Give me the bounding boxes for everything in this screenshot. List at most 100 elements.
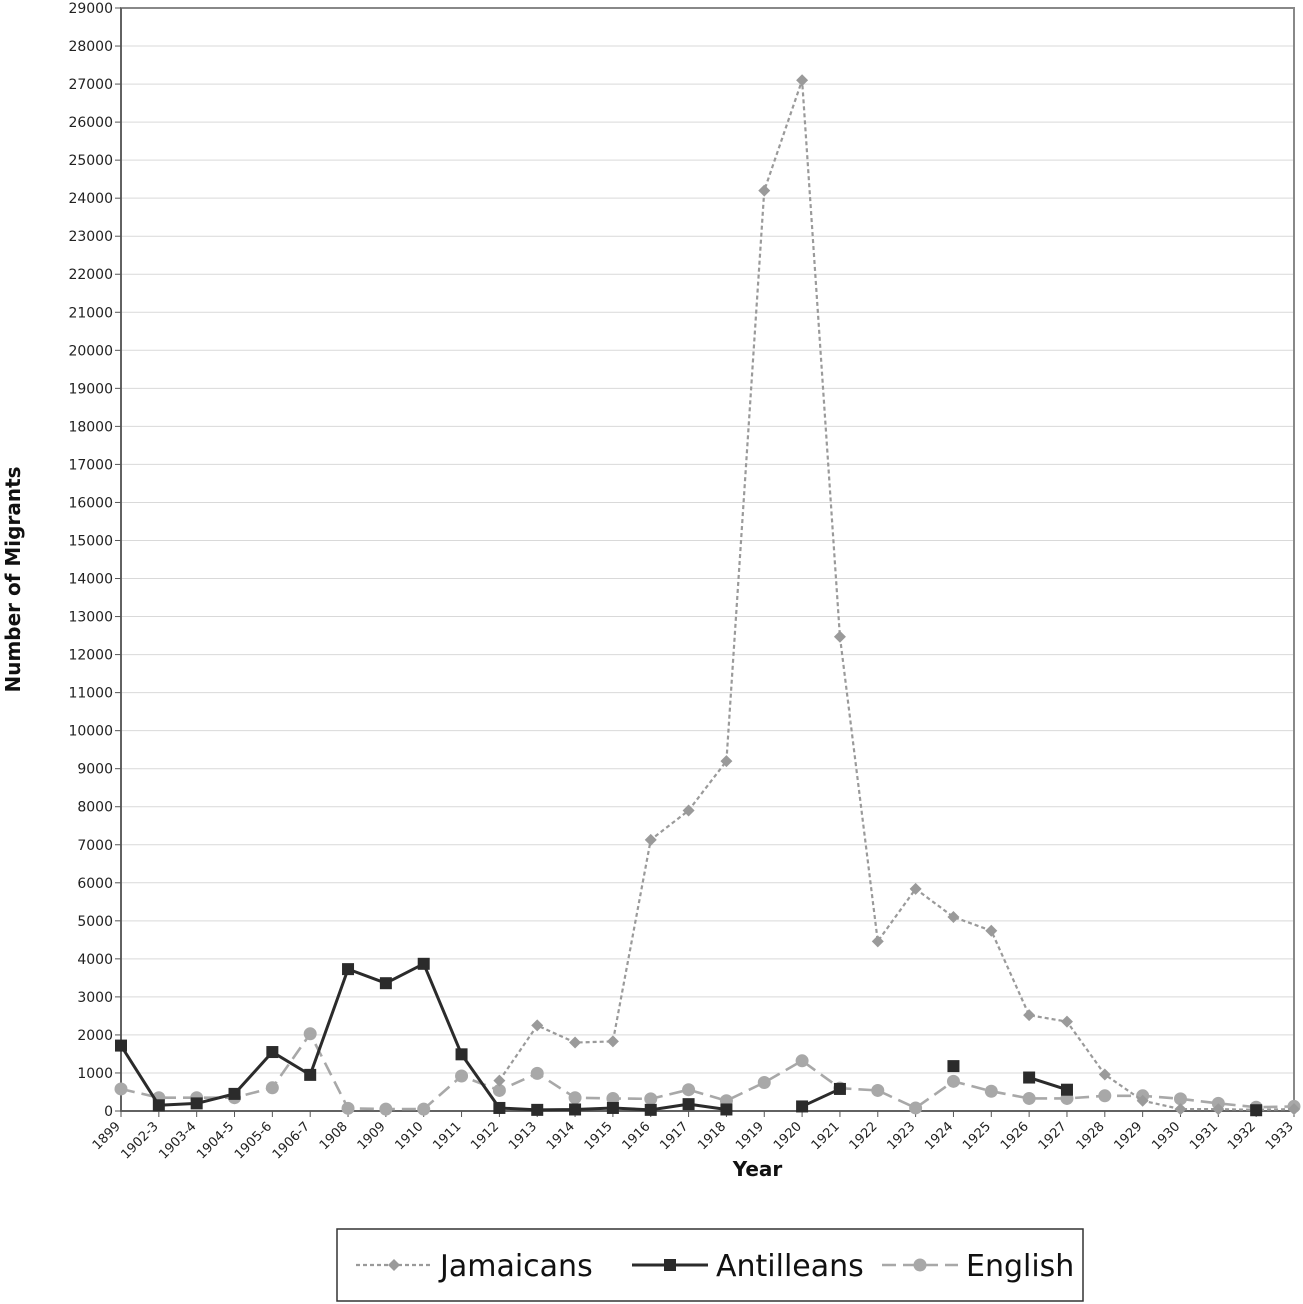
y-tick-label: 18000 <box>68 419 113 435</box>
x-tick-label: 1917 <box>657 1119 691 1153</box>
legend-item-english: English <box>882 1249 1074 1284</box>
data-point-antilleans <box>720 1103 733 1116</box>
data-point-antilleans <box>417 957 430 970</box>
x-tick-label: 1920 <box>771 1119 805 1153</box>
y-tick-label: 0 <box>104 1104 113 1120</box>
y-tick-label: 9000 <box>77 762 113 778</box>
y-tick-label: 24000 <box>68 191 113 207</box>
x-tick-label: 1912 <box>468 1119 502 1153</box>
y-tick-label: 19000 <box>68 381 113 397</box>
x-tick-label: 1918 <box>695 1119 729 1153</box>
legend-swatch-marker <box>664 1259 676 1271</box>
x-tick-label: 1911 <box>430 1119 464 1153</box>
data-point-jamaicans <box>493 1074 506 1087</box>
data-point-english <box>644 1092 658 1106</box>
y-tick-label: 20000 <box>68 343 113 359</box>
y-axis: 0 1000 2000 3000 4000 5000 6000 7000 8000 9000 100… <box>68 1 122 1120</box>
data-point-english <box>568 1091 582 1105</box>
x-tick-label: 1922 <box>847 1119 881 1153</box>
data-point-jamaicans <box>1174 1103 1187 1116</box>
data-point-english <box>909 1101 923 1115</box>
data-point-english <box>1098 1089 1112 1103</box>
x-tick-label: 1905-6 <box>232 1119 275 1162</box>
data-point-jamaicans <box>644 833 657 846</box>
data-point-jamaicans <box>833 630 846 643</box>
data-point-jamaicans <box>947 911 960 924</box>
data-point-jamaicans <box>720 755 733 768</box>
data-point-antilleans <box>682 1098 695 1111</box>
series-layer <box>114 74 1301 1117</box>
data-point-english <box>341 1101 355 1115</box>
y-tick-label: 14000 <box>68 572 113 588</box>
y-tick-label: 8000 <box>77 800 113 816</box>
data-point-jamaicans <box>1136 1094 1149 1107</box>
data-point-antilleans <box>531 1103 544 1116</box>
y-tick-label: 10000 <box>68 724 113 740</box>
data-point-jamaicans <box>682 804 695 817</box>
y-tick-label: 13000 <box>68 610 113 626</box>
data-point-jamaicans <box>909 882 922 895</box>
series-line-antilleans <box>1028 1076 1068 1092</box>
y-tick-label: 28000 <box>68 39 113 55</box>
y-tick-label: 6000 <box>77 876 113 892</box>
data-point-antilleans <box>493 1101 506 1114</box>
data-point-english <box>303 1027 317 1041</box>
data-point-english <box>946 1074 960 1088</box>
data-point-antilleans <box>796 1100 809 1113</box>
data-point-antilleans <box>644 1103 657 1116</box>
data-point-jamaicans <box>1060 1015 1073 1028</box>
y-tick-label: 5000 <box>77 914 113 930</box>
data-point-english <box>492 1083 506 1097</box>
y-axis-label: Number of Migrants <box>1 466 25 692</box>
x-tick-label: 1899 <box>90 1119 124 1153</box>
x-tick-label: 1903-4 <box>156 1119 199 1162</box>
data-point-antilleans <box>1060 1083 1073 1096</box>
x-tick-label: 1919 <box>733 1119 767 1153</box>
legend-box <box>336 1228 1084 1302</box>
legend-item-jamaicans: Jamaicans <box>356 1249 593 1284</box>
x-tick-label: 1927 <box>1036 1119 1070 1153</box>
x-tick-label: 1902-3 <box>119 1119 162 1162</box>
data-point-antilleans <box>569 1103 582 1116</box>
data-point-antilleans <box>455 1048 468 1061</box>
x-tick-label: 1904-5 <box>194 1119 237 1162</box>
x-axis-label: Year <box>732 1157 783 1181</box>
data-point-antilleans <box>152 1099 165 1112</box>
x-tick-label: 1926 <box>998 1119 1032 1153</box>
legend-swatch-marker <box>388 1259 400 1271</box>
data-point-jamaicans <box>758 184 771 197</box>
y-tick-label: 7000 <box>77 838 113 854</box>
series-line-jamaicans <box>498 79 1295 1111</box>
x-tick-label: 1914 <box>544 1119 578 1153</box>
data-point-english <box>530 1066 544 1080</box>
x-tick-label: 1925 <box>960 1119 994 1153</box>
data-point-antilleans <box>1250 1104 1263 1117</box>
data-point-antilleans <box>379 977 392 990</box>
data-point-jamaicans <box>1098 1068 1111 1081</box>
x-tick-label: 1906-7 <box>270 1119 313 1162</box>
data-point-jamaicans <box>569 1036 582 1049</box>
data-point-jamaicans <box>985 924 998 937</box>
data-point-jamaicans <box>1212 1103 1225 1116</box>
x-tick-label: 1913 <box>506 1119 540 1153</box>
data-point-jamaicans <box>871 935 884 948</box>
data-point-english <box>795 1054 809 1068</box>
data-point-english <box>1022 1091 1036 1105</box>
data-point-english <box>114 1082 128 1096</box>
y-tick-label: 3000 <box>77 990 113 1006</box>
data-point-english <box>682 1083 696 1097</box>
series-antilleans <box>115 957 1263 1117</box>
x-tick-label: 1910 <box>393 1119 427 1153</box>
y-tick-label: 26000 <box>68 115 113 131</box>
data-point-english <box>606 1091 620 1105</box>
legend-label: Antilleans <box>716 1249 864 1284</box>
y-tick-label: 4000 <box>77 952 113 968</box>
plot-area <box>120 7 1295 1112</box>
data-point-antilleans <box>228 1087 241 1100</box>
x-tick-label: 1929 <box>1111 1119 1145 1153</box>
data-point-english <box>455 1069 469 1083</box>
x-tick-label: 1932 <box>1225 1119 1259 1153</box>
x-tick-label: 1916 <box>620 1119 654 1153</box>
y-tick-label: 16000 <box>68 495 113 511</box>
